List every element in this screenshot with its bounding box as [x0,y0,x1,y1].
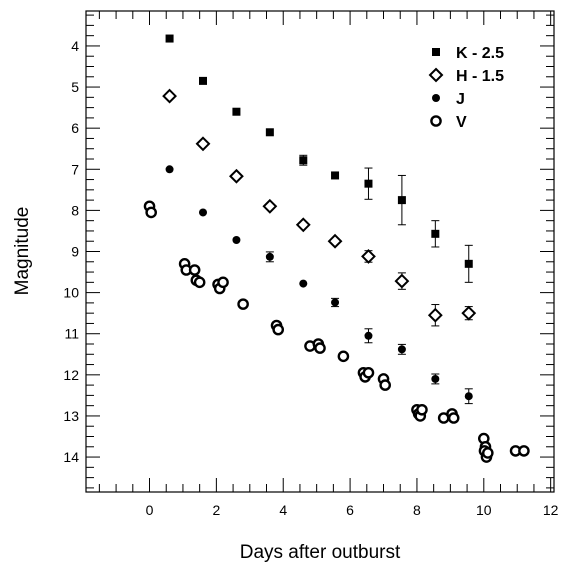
legend-label: K - 2.5 [456,45,504,62]
data-point [416,403,428,416]
data-point [361,249,376,264]
data-point [295,217,311,233]
data-point [461,305,477,321]
legend-marker [428,67,444,83]
data-point [199,208,207,217]
x-tick-label: 0 [146,502,154,518]
data-point [327,233,343,249]
data-point [362,366,375,379]
data-point [299,156,308,165]
data-point [431,374,440,383]
data-point [229,168,244,184]
data-point [232,235,241,244]
data-point [464,392,473,401]
data-point [165,34,174,43]
y-axis-title: Magnitude [12,207,33,296]
legend-label: H - 1.5 [456,68,504,85]
x-tick-label: 4 [279,502,287,518]
data-marks [143,34,530,463]
y-tick-label: 11 [64,326,79,342]
data-point [364,331,373,340]
x-tick-label: 10 [476,502,492,518]
data-point [397,196,406,205]
data-point [232,107,241,116]
legend: K - 2.5 H - 1.5 JV [428,45,504,131]
axis-ticks [86,11,554,492]
data-point [331,298,340,307]
data-point [431,229,440,238]
data-point [145,206,157,219]
x-tick-label: 6 [346,502,354,518]
y-tick-label: 13 [63,408,79,424]
data-point [237,298,249,310]
data-point [397,345,406,354]
x-tick-label: 12 [543,502,559,518]
legend-label: J [456,91,465,108]
data-point [265,252,274,261]
data-point [162,88,177,104]
data-point [482,447,494,459]
legend-marker [432,94,440,102]
data-point [188,264,201,276]
data-point [464,259,473,268]
y-tick-label: 9 [71,244,79,260]
tick-labels: 0 2 4 6 8 10 12 4 5 6 7 8 9 10 11 12 13 14 [63,38,558,518]
x-axis-title: Days after outburst [240,542,401,563]
data-point [217,276,229,289]
series-v [143,200,530,463]
y-tick-label: 14 [63,449,79,465]
legend-marker [432,48,440,56]
series-h-1-5 [162,88,477,327]
data-point [337,350,350,363]
y-tick-label: 10 [63,285,79,301]
y-tick-label: 7 [71,161,79,177]
data-point [314,342,326,354]
legend-marker [430,115,442,127]
legend-label: V [456,114,467,131]
data-point [195,136,211,152]
y-tick-label: 6 [71,120,79,136]
data-point [364,179,373,188]
series-k-2-5 [165,34,473,283]
data-point [518,445,530,457]
data-point [199,76,207,85]
data-point [272,323,285,336]
data-point [165,165,174,174]
data-point [447,412,460,424]
data-point [394,273,410,289]
data-point [427,307,443,323]
data-point [299,279,308,288]
x-tick-label: 2 [212,502,220,518]
data-point [193,276,206,289]
y-tick-label: 8 [71,202,79,218]
y-tick-label: 4 [71,38,79,54]
data-point [331,171,340,180]
data-point [262,198,278,214]
y-tick-label: 5 [71,79,79,95]
x-tick-label: 8 [413,502,421,518]
data-point [379,379,391,391]
y-tick-label: 12 [63,367,79,383]
series-j [165,165,473,405]
data-point [265,128,274,137]
